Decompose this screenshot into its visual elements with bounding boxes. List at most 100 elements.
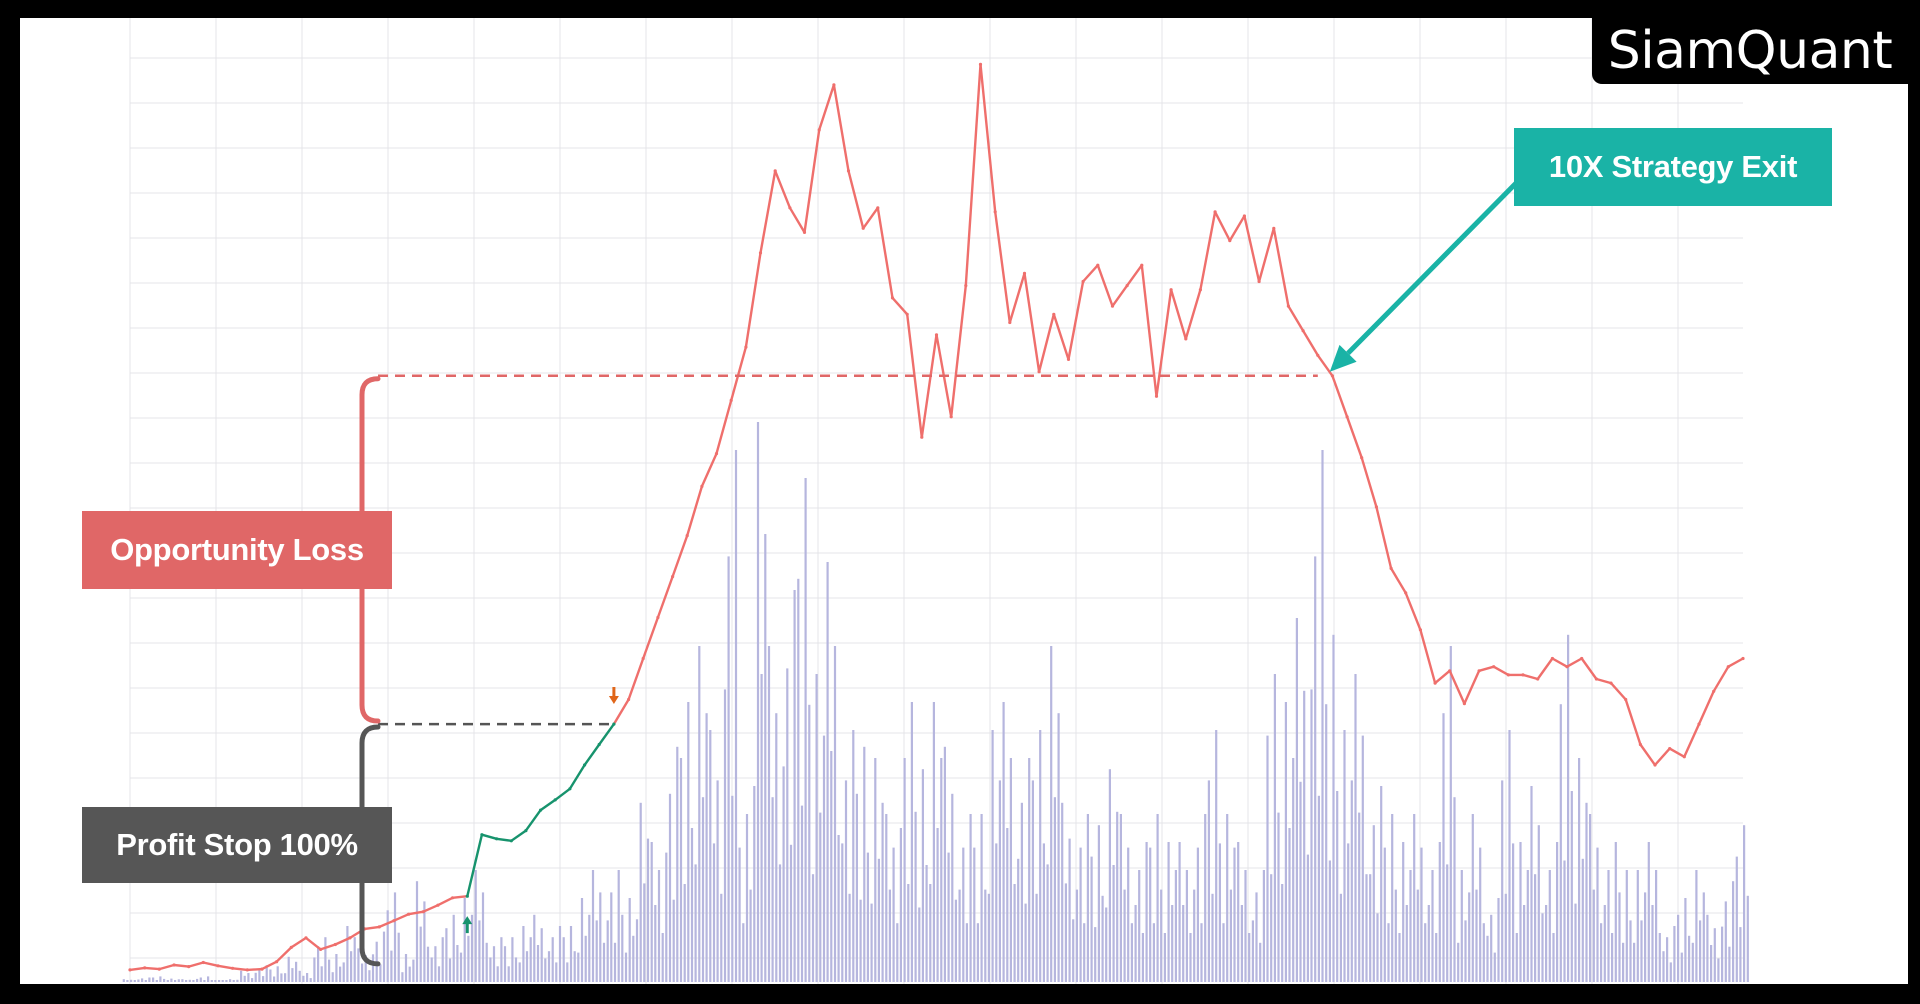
volume-bar [826,562,829,982]
volume-bar [1248,933,1251,982]
price-point [128,968,132,972]
volume-bar [511,937,514,982]
price-point [524,829,528,833]
volume-bar [1706,914,1709,982]
volume-bar [1277,812,1280,982]
volume-bar [822,735,826,982]
volume-bar [687,702,690,982]
volume-bar [1479,847,1482,982]
volume-bar [364,955,367,982]
volume-bar [1028,758,1031,982]
volume-bar [907,884,910,982]
volume-bar [1141,933,1144,982]
volume-bar [987,893,990,982]
volume-bar [1746,895,1749,982]
volume-bar [317,946,320,982]
price-point [1257,279,1261,284]
volume-bar [229,979,232,982]
volume-bar [1134,905,1137,982]
price-point [729,398,733,402]
volume-bar [976,923,979,982]
volume-bar [1647,842,1650,982]
volume-bar [1387,923,1390,982]
volume-bar [1501,780,1504,982]
price-point [216,964,220,968]
volume-bar [760,674,763,982]
volume-bar [276,966,279,982]
volume-bar [925,865,928,982]
volume-bar [1336,791,1339,982]
price-segment [1257,227,1276,283]
volume-bar [1420,847,1423,982]
price-segment [862,206,879,230]
volume-bar [965,923,968,982]
price-point [656,615,660,620]
volume-bar [749,889,752,982]
volume-bar [1442,713,1445,982]
price-point [348,936,352,940]
price-segment [1477,665,1495,672]
volume-bar [342,962,345,982]
price-point [1726,665,1730,669]
volume-bar [1603,905,1606,982]
exit-arrow-line [1346,171,1528,356]
volume-bar [1416,889,1419,982]
price-segment [1375,505,1393,570]
volume-bar [1556,842,1559,982]
volume-bar [459,952,463,982]
volume-bar [243,975,246,982]
price-segment [1345,415,1363,459]
volume-bar [1453,797,1456,982]
volume-bar [1383,847,1386,982]
price-segment [392,913,410,922]
price-segment [1140,263,1158,398]
volume-bar [1057,713,1060,982]
volume-bar [441,937,444,982]
volume-bar [1127,847,1130,982]
price-point [641,656,645,661]
volume-bar [775,713,778,982]
volume-bar [1182,905,1185,982]
volume-bar [1317,795,1320,982]
buy-arrow-icon [462,916,473,934]
volume-bar [1035,893,1038,982]
volume-bar [1347,843,1350,982]
price-segment [891,296,909,316]
volume-bar [753,786,756,982]
price-segment [715,399,733,455]
volume-bar [203,980,206,982]
volume-bar [496,966,499,982]
price-point [817,128,821,132]
volume-bar [1585,802,1588,982]
volume-bar [1651,905,1654,982]
volume-bar [1068,838,1071,982]
volume-bar [1614,842,1617,982]
volume-bar [386,910,389,982]
price-point [1462,702,1466,706]
price-segment [1008,272,1026,324]
volume-bar [558,926,562,982]
price-segment [1184,288,1202,341]
volume-bar [1537,825,1540,982]
exit-arrow [1329,171,1528,372]
volume-bar [1732,881,1735,982]
volume-bar [1284,702,1287,982]
profit-stop-label: Profit Stop 100% [82,807,392,884]
volume-bar [1409,870,1412,982]
volume-bar [1435,933,1438,982]
price-point [714,452,719,456]
volume-bar [247,973,250,982]
volume-bar [613,942,617,982]
volume-bar [258,968,261,982]
price-segment [1213,210,1232,242]
price-segment [1301,329,1320,357]
volume-bar [1640,920,1643,982]
volume-bar [1218,843,1221,982]
price-segment [700,452,718,488]
volume-bar [196,978,199,982]
volume-bar [731,795,734,982]
price-point [1228,239,1232,243]
volume-bar [580,898,584,982]
volume-bar [712,843,716,982]
